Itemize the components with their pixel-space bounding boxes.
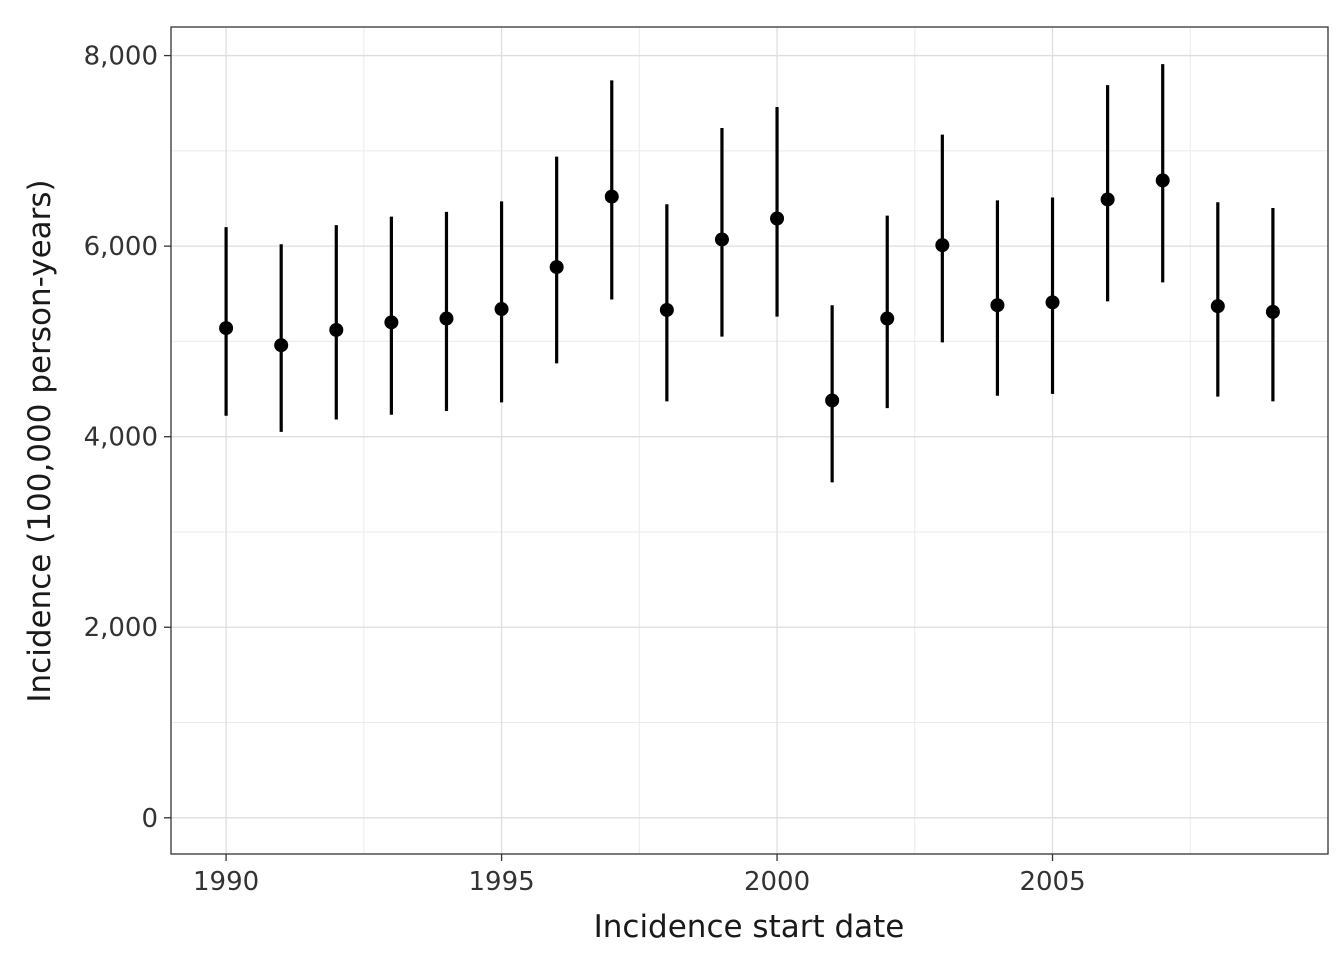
y-tick-label: 0 bbox=[141, 804, 158, 834]
axes: 0 2,000 4,000 6,000 8,000 1990 1995 2000 2005 bbox=[84, 42, 1086, 897]
data-point bbox=[549, 260, 564, 275]
x-tick-label: 1990 bbox=[193, 867, 259, 897]
grid-lines bbox=[171, 27, 1328, 854]
y-axis-title: Incidence (100,000 person-years) bbox=[22, 179, 58, 702]
data-point bbox=[1265, 304, 1280, 319]
data-point bbox=[659, 302, 674, 317]
data-point bbox=[329, 322, 344, 337]
x-axis-title: Incidence start date bbox=[594, 909, 905, 945]
data-point bbox=[604, 189, 619, 204]
data-point bbox=[714, 232, 729, 247]
y-tick-label: 2,000 bbox=[84, 613, 158, 643]
data-series bbox=[219, 64, 1280, 483]
data-point bbox=[439, 311, 454, 326]
data-point bbox=[880, 311, 895, 326]
x-tick-label: 1995 bbox=[468, 867, 534, 897]
data-point bbox=[1100, 192, 1115, 207]
data-point bbox=[935, 238, 950, 253]
x-tick-label: 2000 bbox=[744, 867, 810, 897]
y-tick-label: 6,000 bbox=[84, 232, 158, 262]
data-point bbox=[1210, 299, 1225, 314]
data-point bbox=[1155, 173, 1170, 188]
data-point bbox=[825, 393, 840, 408]
x-tick-label: 2005 bbox=[1019, 867, 1085, 897]
data-point bbox=[384, 315, 399, 330]
data-point bbox=[1045, 295, 1060, 310]
data-point bbox=[274, 338, 289, 353]
data-point bbox=[494, 302, 509, 317]
data-point bbox=[770, 211, 785, 226]
panel-border bbox=[170, 26, 1329, 855]
y-tick-label: 8,000 bbox=[84, 42, 158, 72]
data-point bbox=[990, 298, 1005, 313]
y-tick-label: 4,000 bbox=[84, 423, 158, 453]
data-point bbox=[219, 321, 234, 336]
